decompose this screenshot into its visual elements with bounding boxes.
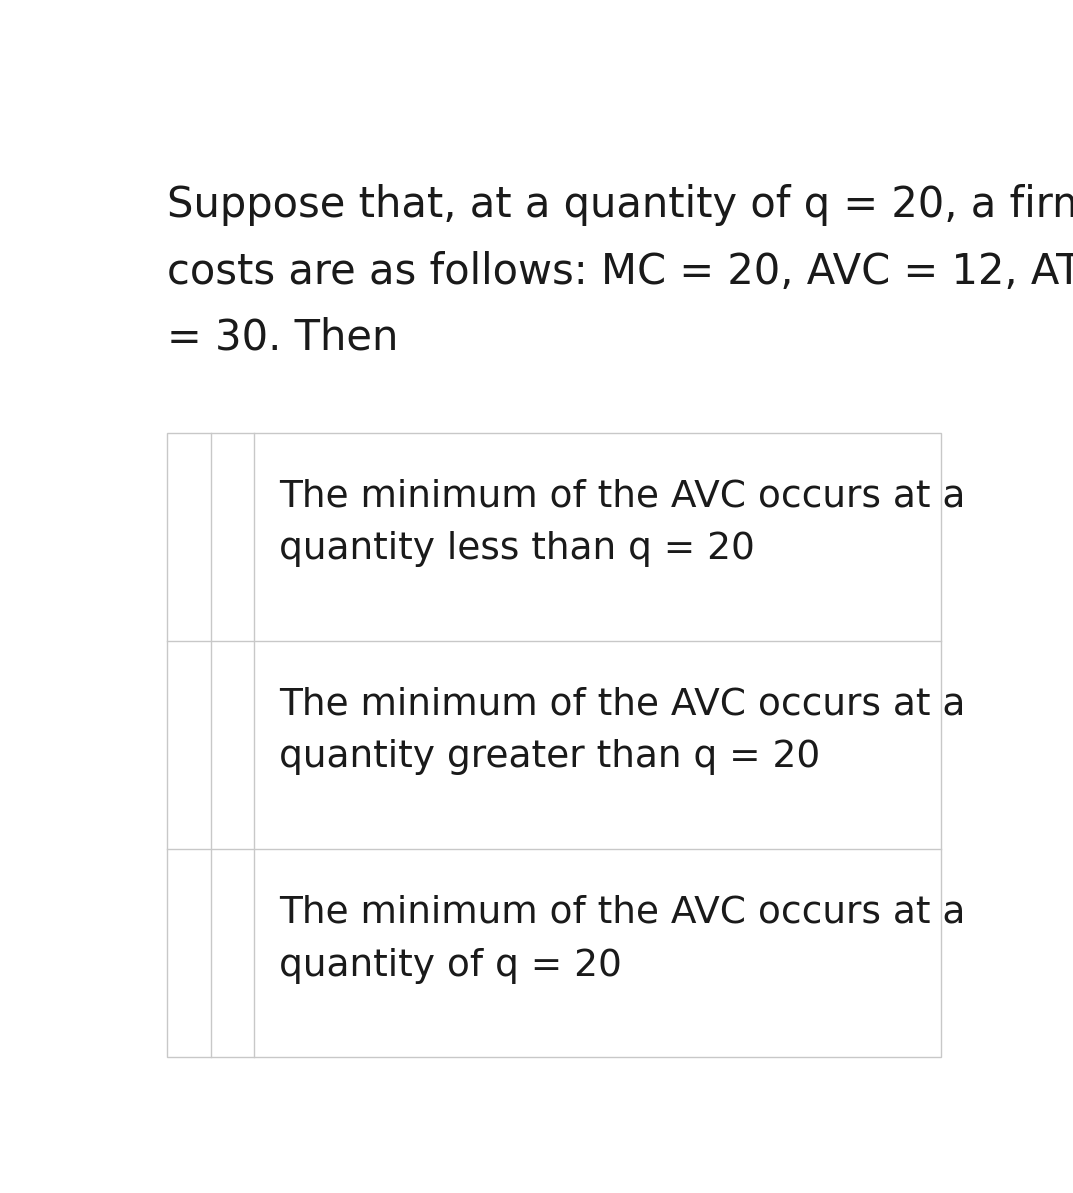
Text: The minimum of the AVC occurs at a
quantity of q = 20: The minimum of the AVC occurs at a quant… [279, 895, 966, 983]
Text: The minimum of the AVC occurs at a
quantity less than q = 20: The minimum of the AVC occurs at a quant… [279, 478, 966, 567]
Text: = 30. Then: = 30. Then [167, 317, 399, 359]
Text: The minimum of the AVC occurs at a
quantity greater than q = 20: The minimum of the AVC occurs at a quant… [279, 686, 966, 775]
Text: costs are as follows: MC = 20, AVC = 12, ATC: costs are as follows: MC = 20, AVC = 12,… [167, 251, 1073, 292]
Text: Suppose that, at a quantity of q = 20, a firm’s: Suppose that, at a quantity of q = 20, a… [167, 185, 1073, 227]
Bar [167, 433, 941, 1057]
